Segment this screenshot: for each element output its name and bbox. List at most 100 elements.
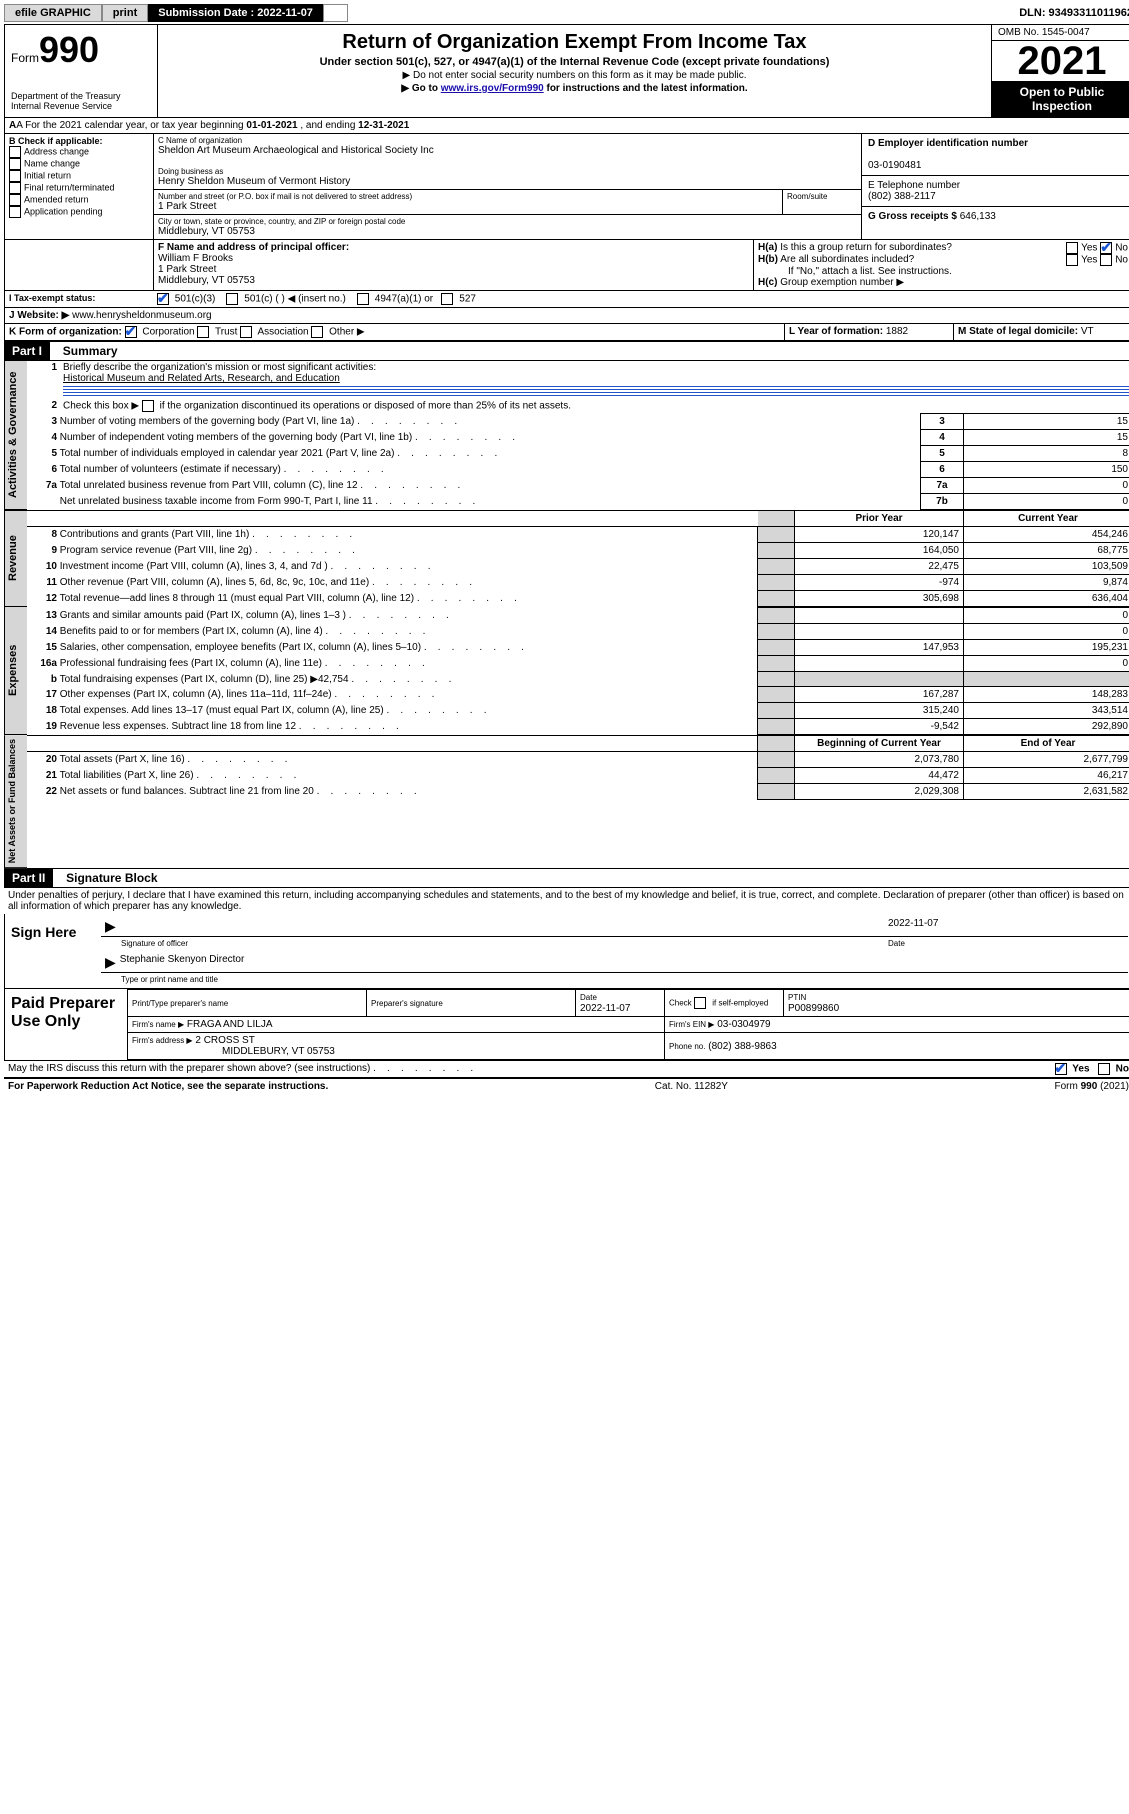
table-row: 12 Total revenue—add lines 8 through 11 … [27, 591, 1129, 607]
box-b-pad [5, 240, 154, 290]
website-label: J Website: ▶ [9, 310, 69, 321]
part1-title: Summary [53, 344, 118, 358]
chk-ha-no[interactable] [1100, 242, 1112, 254]
sign-block: Sign Here ▶ 2022-11-07 Signature of offi… [4, 914, 1129, 989]
chk-other[interactable] [311, 326, 323, 338]
chk-assoc[interactable] [240, 326, 252, 338]
prep-date-label: Date [580, 993, 597, 1002]
box-b-title: B Check if applicable: [9, 136, 103, 146]
hb-answer: Yes No [1066, 254, 1128, 266]
chk-discuss-no[interactable] [1098, 1063, 1110, 1075]
vtab-governance: Activities & Governance [4, 361, 27, 510]
table-row: b Total fundraising expenses (Part IX, c… [27, 672, 1129, 687]
print-button[interactable]: print [102, 4, 148, 22]
website-value: www.henrysheldonmuseum.org [72, 310, 212, 321]
line-m: M State of legal domicile: VT [953, 324, 1129, 340]
box-b: B Check if applicable: Address change Na… [5, 134, 154, 239]
submission-spacer [323, 4, 348, 22]
part2-header-row: Part II Signature Block [4, 868, 1129, 888]
phone-label: E Telephone number [868, 180, 960, 191]
section-revenue: Revenue Prior Year Current Year 8 Contri… [4, 510, 1129, 607]
dept-treasury: Department of the Treasury [11, 91, 151, 101]
chk-ha-yes[interactable] [1066, 242, 1078, 254]
chk-app-pending[interactable] [9, 206, 21, 218]
firm-addr1: 2 CROSS ST [195, 1035, 254, 1046]
table-row: 20 Total assets (Part X, line 16) 2,073,… [27, 752, 1129, 768]
chk-self-employed[interactable] [694, 997, 706, 1009]
expenses-table: 13 Grants and similar amounts paid (Part… [27, 607, 1129, 735]
chk-501c[interactable] [226, 293, 238, 305]
form-subtitle-1: Under section 501(c), 527, or 4947(a)(1)… [168, 56, 981, 68]
officer-label: F Name and address of principal officer: [158, 242, 349, 253]
goto-post: for instructions and the latest informat… [544, 83, 748, 94]
table-row: 8 Contributions and grants (Part VIII, l… [27, 527, 1129, 543]
chk-amended-return[interactable] [9, 194, 21, 206]
firm-name-label: Firm's name ▶ [132, 1020, 184, 1029]
table-row: 5 Total number of individuals employed i… [27, 446, 1129, 462]
city-value: Middlebury, VT 05753 [158, 226, 857, 237]
chk-501c3[interactable] [157, 293, 169, 305]
firm-ein: 03-0304979 [717, 1019, 770, 1030]
box-f: F Name and address of principal officer:… [154, 240, 754, 290]
sig-officer-label: Signature of officer [121, 939, 888, 948]
sign-date: 2022-11-07 [888, 918, 1128, 935]
line-i: I Tax-exempt status: 501(c)(3) 501(c) ( … [5, 291, 1129, 308]
sign-arrow-icon: ▶ [101, 918, 120, 935]
lbl-app-pending: Application pending [24, 206, 103, 216]
street-address: 1 Park Street [158, 201, 778, 212]
box-h: H(a) Is this a group return for subordin… [754, 240, 1129, 290]
officer-name: William F Brooks [158, 253, 233, 264]
officer-addr1: 1 Park Street [158, 264, 216, 275]
line-i-label: I Tax-exempt status: [5, 291, 153, 307]
chk-trust[interactable] [197, 326, 209, 338]
addr-label: Number and street (or P.O. box if mail i… [158, 192, 778, 201]
table-row: 14 Benefits paid to or for members (Part… [27, 624, 1129, 640]
chk-corp[interactable] [125, 326, 137, 338]
table-row: 19 Revenue less expenses. Subtract line … [27, 719, 1129, 735]
dept-irs: Internal Revenue Service [11, 101, 151, 111]
lbl-address-change: Address change [24, 146, 89, 156]
section-expenses: Expenses 13 Grants and similar amounts p… [4, 607, 1129, 735]
chk-4947[interactable] [357, 293, 369, 305]
form-subtitle-3: ▶ Go to www.irs.gov/Form990 for instruct… [168, 83, 981, 94]
col-begin-year: Beginning of Current Year [795, 736, 964, 752]
line-k-label: K Form of organization: [9, 327, 122, 338]
submission-date-label: Submission Date : 2022-11-07 [148, 4, 323, 22]
line-j: J Website: ▶ www.henrysheldonmuseum.org [5, 308, 1129, 324]
sign-arrow-icon-2: ▶ [101, 954, 120, 971]
col-end-year: End of Year [964, 736, 1129, 752]
gross-value: 646,133 [960, 211, 996, 222]
chk-initial-return[interactable] [9, 170, 21, 182]
lbl-final-return: Final return/terminated [24, 182, 115, 192]
chk-name-change[interactable] [9, 158, 21, 170]
box-de: D Employer identification number 03-0190… [861, 134, 1129, 239]
lbl-initial-return: Initial return [24, 170, 71, 180]
chk-discontinued[interactable] [142, 400, 154, 412]
chk-hb-no[interactable] [1100, 254, 1112, 266]
chk-address-change[interactable] [9, 146, 21, 158]
chk-hb-yes[interactable] [1066, 254, 1078, 266]
table-row: 18 Total expenses. Add lines 13–17 (must… [27, 703, 1129, 719]
form-title: Return of Organization Exempt From Incom… [168, 31, 981, 54]
form-subtitle-2: ▶ Do not enter social security numbers o… [168, 70, 981, 81]
ein-value: 03-0190481 [868, 160, 921, 171]
firm-name: FRAGA AND LILJA [187, 1019, 273, 1030]
part2-header: Part II [4, 869, 53, 887]
irs-link[interactable]: www.irs.gov/Form990 [441, 83, 544, 94]
table-row: 3 Number of voting members of the govern… [27, 414, 1129, 430]
firm-phone-label: Phone no. [669, 1042, 705, 1051]
chk-final-return[interactable] [9, 182, 21, 194]
table-row: 17 Other expenses (Part IX, column (A), … [27, 687, 1129, 703]
table-row: 7a Total unrelated business revenue from… [27, 478, 1129, 494]
chk-527[interactable] [441, 293, 453, 305]
form-word: Form [11, 51, 39, 65]
city-label: City or town, state or province, country… [158, 217, 857, 226]
chk-discuss-yes[interactable] [1055, 1063, 1067, 1075]
officer-addr2: Middlebury, VT 05753 [158, 275, 255, 286]
vtab-net-assets: Net Assets or Fund Balances [4, 735, 27, 868]
col-current: Current Year [964, 511, 1129, 527]
perjury-declaration: Under penalties of perjury, I declare th… [4, 888, 1129, 914]
ptin-value: P00899860 [788, 1003, 839, 1014]
section-governance: Activities & Governance 1 Briefly descri… [4, 361, 1129, 510]
lbl-name-change: Name change [24, 158, 80, 168]
